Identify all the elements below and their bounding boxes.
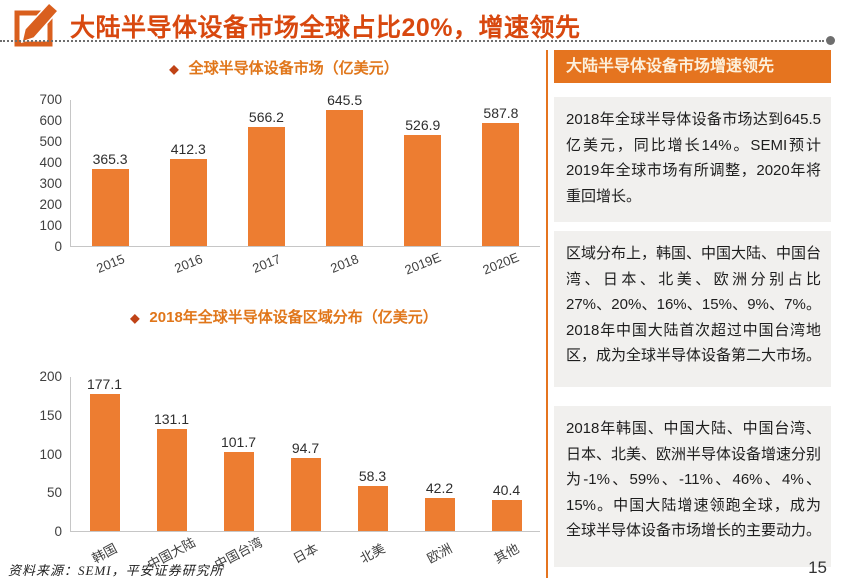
bar-value-label: 645.5	[327, 92, 363, 109]
chart-plot-area: 0 50 100 150 200 177.1 韩国 131.1 中国大陆 101.7 中国台湾 94…	[28, 369, 540, 572]
y-axis-tick-label: 600	[39, 113, 62, 128]
bar-value-label: 177.1	[86, 375, 123, 392]
y-axis: 0 50 100 150 200	[28, 369, 70, 539]
bar	[223, 452, 254, 531]
bar	[424, 498, 455, 531]
bar	[357, 485, 388, 531]
bar-column: 177.1 韩国	[71, 375, 138, 566]
bar	[247, 127, 285, 246]
y-axis-tick-label: 100	[39, 218, 62, 233]
bar-value-label: 365.3	[92, 151, 128, 168]
y-axis-tick-label: 300	[39, 176, 62, 191]
panel-divider-line	[546, 50, 548, 578]
right-panel-paragraph: 区域分布上，韩国、中国大陆、中国台湾、日本、北美、欧洲分别占比27%、20%、1…	[554, 231, 831, 387]
bar-column: 131.1 中国大陆	[138, 411, 205, 572]
right-panel-paragraph: 2018年韩国、中国大陆、中国台湾、日本、北美、欧洲半导体设备增速分别为-1%、…	[554, 406, 831, 567]
bar	[91, 169, 129, 246]
page-title: 大陆半导体设备市场全球占比20%，增速领先	[70, 14, 581, 42]
y-axis-tick-label: 150	[39, 407, 62, 423]
bar-value-label: 566.2	[248, 109, 284, 126]
chart-global-market: ◆ 全球半导体设备市场（亿美元） 0 100 200 300 400 500 600 700 3…	[28, 57, 540, 278]
bar-column: 526.9 2019E	[384, 117, 462, 277]
bar	[482, 122, 520, 246]
bar	[169, 159, 207, 246]
bar	[290, 457, 321, 531]
bar-value-label: 94.7	[291, 439, 320, 456]
x-axis-category-label: 2019E	[402, 249, 444, 278]
bar-column: 58.3 北美	[339, 467, 406, 566]
x-axis-category-label: 2018	[328, 251, 361, 276]
bar-value-label: 131.1	[153, 411, 190, 428]
bar	[156, 429, 187, 531]
bar-column: 40.4 其他	[473, 481, 540, 566]
chart-global-market-title: ◆ 全球半导体设备市场（亿美元）	[28, 57, 540, 78]
bar-value-label: 526.9	[405, 117, 441, 134]
y-axis-tick-label: 500	[39, 134, 62, 149]
bar	[404, 135, 442, 246]
bar-value-label: 101.7	[220, 434, 257, 451]
bar-value-label: 587.8	[483, 104, 519, 121]
bar-column: 94.7 日本	[272, 439, 339, 566]
bar-column: 365.3 2015	[71, 151, 149, 276]
y-axis-tick-label: 0	[54, 524, 62, 539]
bar-value-label: 42.2	[425, 480, 454, 497]
bar	[491, 499, 522, 531]
bar-column: 412.3 2016	[149, 141, 227, 276]
chart-regional-distribution-title: ◆ 2018年全球半导体设备区域分布（亿美元）	[28, 306, 540, 327]
page-number: 15	[808, 558, 827, 577]
x-axis-category-label: 2020E	[480, 249, 522, 278]
source-note: 资料来源：SEMI，平安证券研究所	[8, 563, 224, 578]
bar-column: 101.7 中国台湾	[205, 434, 272, 572]
y-axis-tick-label: 400	[39, 155, 62, 170]
bars-area: 365.3 2015 412.3 2016 566.2 2017 645.5 2018 526.…	[70, 92, 540, 278]
bar	[326, 110, 364, 246]
divider-end-dot-icon	[826, 36, 835, 45]
y-axis: 0 100 200 300 400 500 600 700	[28, 92, 70, 254]
x-axis-category-label: 北美	[357, 540, 388, 567]
bars-area: 177.1 韩国 131.1 中国大陆 101.7 中国台湾 94.7 日本 58.3 北美 42.…	[70, 375, 540, 572]
diamond-bullet-icon: ◆	[130, 311, 140, 325]
pencil-edit-icon	[13, 1, 60, 47]
diamond-bullet-icon: ◆	[169, 62, 179, 76]
chart-title-text: 全球半导体设备市场（亿美元）	[188, 60, 399, 77]
y-axis-tick-label: 200	[39, 197, 62, 212]
bar-column: 566.2 2017	[227, 109, 305, 276]
x-axis-category-label: 日本	[290, 540, 321, 567]
chart-plot-area: 0 100 200 300 400 500 600 700 365.3 2015 412.3 201…	[28, 92, 540, 278]
y-axis-tick-label: 200	[39, 369, 62, 384]
right-panel-header: 大陆半导体设备市场增速领先	[554, 50, 831, 83]
dotted-divider	[0, 40, 824, 42]
chart-title-text: 2018年全球半导体设备区域分布（亿美元）	[149, 309, 438, 326]
bar-column: 42.2 欧洲	[406, 480, 473, 566]
bar-value-label: 58.3	[358, 467, 387, 484]
x-axis-category-label: 其他	[491, 540, 522, 567]
bar	[89, 393, 120, 531]
x-axis-category-label: 2015	[93, 251, 127, 276]
y-axis-tick-label: 0	[54, 239, 62, 254]
bar-column: 645.5 2018	[306, 92, 384, 276]
right-panel-paragraph: 2018年全球半导体设备市场达到645.5亿美元，同比增长14%。SEMI预计2…	[554, 97, 831, 222]
bar-column: 587.8 2020E	[462, 104, 540, 278]
y-axis-tick-label: 700	[39, 92, 62, 107]
x-axis-category-label: 2017	[250, 251, 283, 276]
bar-value-label: 40.4	[492, 481, 521, 498]
x-axis-category-label: 欧洲	[424, 540, 455, 567]
y-axis-tick-label: 50	[46, 485, 62, 501]
x-axis-category-label: 2016	[172, 251, 205, 276]
y-axis-tick-label: 100	[39, 446, 62, 462]
bar-value-label: 412.3	[170, 141, 206, 158]
chart-regional-distribution: ◆ 2018年全球半导体设备区域分布（亿美元） 0 50 100 150 200 177.…	[28, 306, 540, 572]
